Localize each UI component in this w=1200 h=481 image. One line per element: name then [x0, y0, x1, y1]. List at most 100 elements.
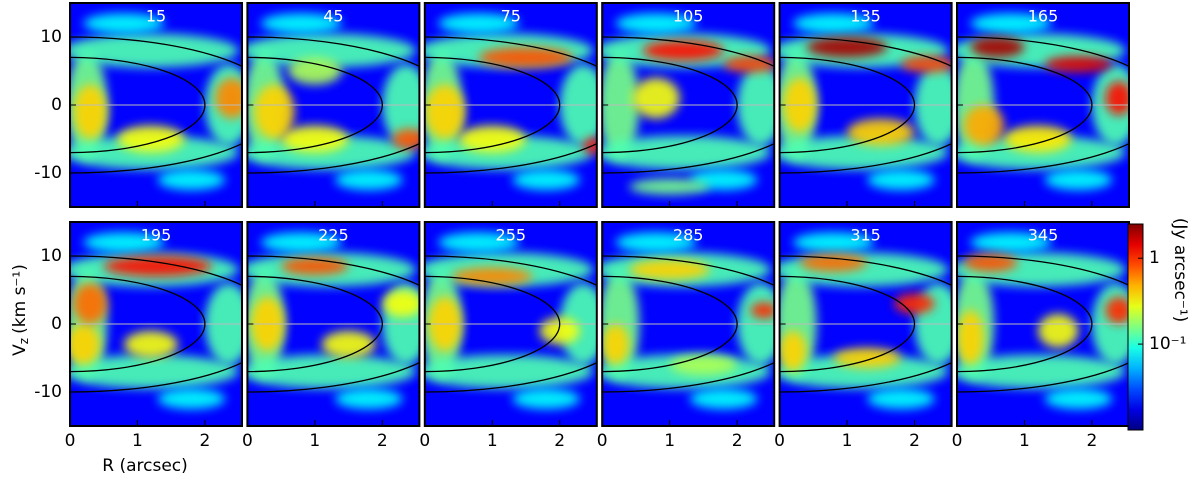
emission-blob	[73, 283, 108, 324]
emission-blob	[335, 169, 403, 190]
emission-blob	[629, 178, 711, 195]
emission-blob	[335, 388, 403, 409]
emission-blob	[793, 232, 875, 253]
model-curve	[957, 36, 1129, 174]
y-label-symbol: V	[10, 344, 30, 356]
x-tick-label: 0	[65, 431, 76, 451]
panel	[602, 3, 775, 207]
emission-blob	[669, 354, 738, 375]
x-tick-label: 1	[664, 431, 675, 451]
emission-blob	[723, 56, 775, 73]
model-curve	[957, 56, 1093, 154]
emission-blob	[1105, 296, 1129, 324]
x-tick-label: 0	[597, 431, 608, 451]
panel-label: 225	[318, 226, 349, 245]
model-curve	[779, 36, 952, 174]
x-tick-label: 2	[1086, 431, 1097, 451]
colorbar	[1127, 223, 1144, 431]
model-curve	[424, 275, 561, 373]
emission-blob	[281, 125, 349, 153]
emission-blob	[1037, 313, 1079, 348]
panel-label: 45	[323, 7, 343, 26]
model-curve	[779, 255, 952, 393]
x-axis-label: R (arcsec)	[102, 456, 188, 476]
panel-label: 255	[496, 226, 527, 245]
emission-blob	[867, 169, 935, 190]
emission-blob	[1004, 125, 1072, 153]
emission-blob	[438, 232, 520, 253]
emission-blob	[1105, 81, 1129, 116]
emission-blob	[957, 135, 1126, 170]
emission-blob	[957, 354, 1126, 389]
emission-blob	[847, 118, 915, 146]
emission-blob	[103, 256, 212, 277]
emission-blob	[615, 13, 697, 34]
emission-blob	[970, 13, 1052, 34]
y-label-unit: (km s⁻¹)	[10, 264, 30, 334]
model-curve	[602, 275, 738, 373]
emission-blob	[970, 232, 1052, 253]
emission-blob	[458, 125, 526, 153]
x-tick-label: 0	[419, 431, 430, 451]
emission-blob	[1044, 388, 1113, 409]
emission-blob	[392, 128, 420, 150]
emission-blob	[215, 77, 242, 119]
emission-blob	[70, 33, 239, 68]
model-curve	[247, 56, 383, 154]
emission-blob	[602, 324, 630, 365]
emission-blob	[970, 37, 1025, 58]
emission-blob	[894, 293, 935, 314]
model-curve	[424, 255, 597, 393]
emission-blob	[123, 330, 178, 358]
emission-blob	[512, 388, 580, 409]
emission-blob	[799, 253, 868, 272]
emission-blob	[1044, 169, 1113, 190]
emission-blob	[779, 330, 807, 372]
emission-blob	[83, 232, 165, 253]
y-tick-label: 0	[51, 95, 62, 115]
colorbar-label: (Jy arcsec⁻¹)	[1170, 218, 1190, 323]
panel-label: 345	[1028, 226, 1059, 245]
panel	[247, 3, 420, 207]
x-tick-label: 2	[909, 431, 920, 451]
x-tick-label: 1	[842, 431, 853, 451]
model-curve	[602, 255, 775, 393]
emission-blob	[963, 105, 1005, 146]
emission-blob	[70, 135, 239, 170]
y-tick-label: 10	[40, 27, 62, 47]
model-curve	[247, 275, 383, 373]
emission-blob	[793, 13, 875, 34]
x-tick-label: 2	[554, 431, 565, 451]
x-tick-label: 1	[487, 431, 498, 451]
x-tick-label: 0	[774, 431, 785, 451]
model-curve	[70, 56, 206, 154]
emission-blob	[1044, 56, 1113, 73]
emission-blob	[424, 84, 466, 139]
panel	[957, 222, 1129, 426]
emission-blob	[629, 259, 711, 280]
emission-blob	[957, 310, 984, 365]
panel-label: 165	[1028, 7, 1059, 26]
emission-blob	[478, 47, 574, 68]
emission-blob	[287, 57, 342, 85]
emission-blob	[583, 137, 597, 154]
model-curve	[70, 36, 242, 174]
emission-blob	[632, 77, 680, 119]
model-curve	[779, 275, 916, 373]
emission-blob	[70, 324, 101, 365]
x-tick-label: 1	[132, 431, 143, 451]
panel-label: 285	[673, 226, 704, 245]
emission-blob	[779, 354, 949, 389]
panel	[424, 3, 597, 207]
emission-blob	[117, 125, 185, 153]
panel	[70, 222, 242, 426]
y-axis-label: Vz (km s⁻¹)	[10, 264, 31, 356]
panel-label: 315	[850, 226, 881, 245]
emission-blob	[424, 354, 594, 389]
x-tick-label: 0	[242, 431, 253, 451]
panel-label: 15	[146, 7, 166, 26]
panel-label: 135	[850, 7, 881, 26]
emission-blob	[602, 135, 771, 170]
y-tick-label: 10	[40, 246, 62, 266]
